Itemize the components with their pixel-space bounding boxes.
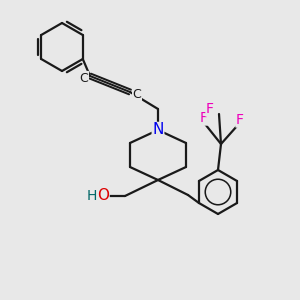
Text: N: N bbox=[152, 122, 164, 137]
Text: H: H bbox=[87, 189, 97, 203]
Text: C: C bbox=[133, 88, 141, 100]
Text: O: O bbox=[97, 188, 109, 203]
Text: C: C bbox=[80, 71, 88, 85]
Text: F: F bbox=[200, 111, 208, 125]
Text: F: F bbox=[206, 102, 214, 116]
Text: F: F bbox=[236, 113, 244, 127]
